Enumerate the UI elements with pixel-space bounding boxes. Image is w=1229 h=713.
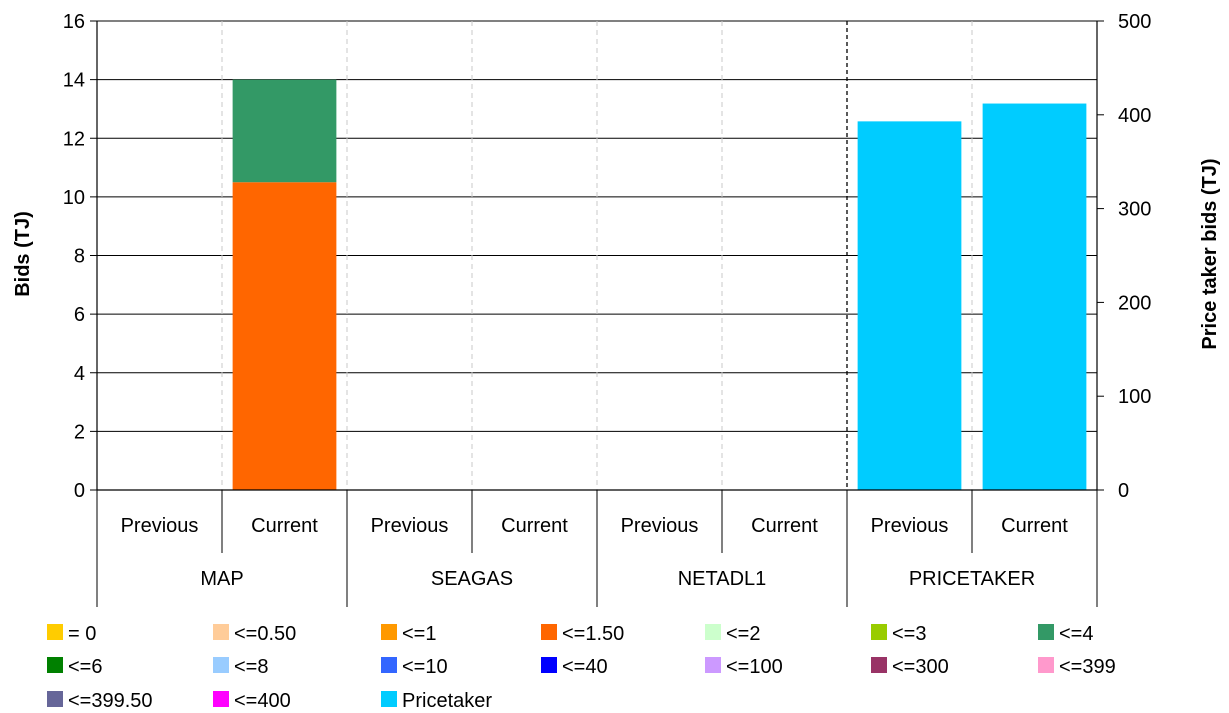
left-axis-ticks: 0 2 4 6 8 10 12 14 16 [63, 11, 97, 502]
group-label: SEAGAS [431, 568, 513, 590]
legend-swatch [1038, 657, 1054, 673]
legend-label: <=2 [726, 623, 760, 645]
category-label: Current [501, 515, 568, 537]
bar-segment [857, 121, 962, 490]
legend-swatch [871, 657, 887, 673]
legend-swatch [541, 624, 557, 640]
legend-label: = 0 [68, 623, 96, 645]
legend-label: <=1.50 [562, 623, 624, 645]
group-label: PRICETAKER [909, 568, 1035, 590]
right-tick-label: 200 [1118, 292, 1151, 314]
left-tick-label: 6 [74, 304, 85, 326]
legend-swatch [381, 657, 397, 673]
right-tick-label: 100 [1118, 386, 1151, 408]
legend-label: <=10 [402, 656, 448, 678]
legend-label: <=4 [1059, 623, 1093, 645]
legend-swatch [871, 624, 887, 640]
category-label: Current [251, 515, 318, 537]
left-tick-label: 2 [74, 421, 85, 443]
legend-swatch [47, 657, 63, 673]
right-tick-label: 400 [1118, 105, 1151, 127]
group-label: NETADL1 [678, 568, 767, 590]
legend-swatch [381, 691, 397, 707]
left-tick-label: 8 [74, 246, 85, 268]
bar-segment [982, 103, 1087, 490]
legend-label: <=399 [1059, 656, 1116, 678]
legend-label: <=0.50 [234, 623, 296, 645]
legend-label: <=3 [892, 623, 926, 645]
legend-swatch [541, 657, 557, 673]
category-label: Previous [621, 515, 699, 537]
right-tick-label: 300 [1118, 199, 1151, 221]
legend-label: <=8 [234, 656, 268, 678]
category-label: Previous [371, 515, 449, 537]
group-label: MAP [200, 568, 243, 590]
legend-label: <=399.50 [68, 690, 153, 712]
left-tick-label: 4 [74, 363, 85, 385]
left-axis-title: Bids (TJ) [12, 211, 34, 297]
legend-swatch [213, 691, 229, 707]
category-label: Previous [121, 515, 199, 537]
legend-swatch [47, 691, 63, 707]
legend-swatch [705, 624, 721, 640]
legend-label: <=300 [892, 656, 949, 678]
legend: = 0 <=0.50 <=1 <=1.50 <=2 <=3 <=4 <=6 <=8 <=10 <=4… [47, 623, 1116, 712]
left-tick-label: 0 [74, 480, 85, 502]
bars [232, 79, 1087, 490]
legend-swatch [381, 624, 397, 640]
legend-label: <=1 [402, 623, 436, 645]
legend-swatch [213, 624, 229, 640]
left-tick-label: 14 [63, 70, 85, 92]
legend-swatch [1038, 624, 1054, 640]
legend-label: <=400 [234, 690, 291, 712]
category-label: Previous [871, 515, 949, 537]
left-tick-label: 16 [63, 11, 85, 33]
legend-label: <=6 [68, 656, 102, 678]
bar-segment [232, 79, 337, 183]
x-axis-categories: Previous Current Previous Current Previous Cu… [96, 490, 1098, 607]
category-label: Current [751, 515, 818, 537]
bar-segment [232, 182, 337, 490]
legend-swatch [213, 657, 229, 673]
legend-swatch [47, 624, 63, 640]
category-label: Current [1001, 515, 1068, 537]
right-tick-label: 500 [1118, 11, 1151, 33]
legend-label: <=100 [726, 656, 783, 678]
legend-swatch [705, 657, 721, 673]
left-tick-label: 10 [63, 187, 85, 209]
left-tick-label: 12 [63, 128, 85, 150]
legend-label: Pricetaker [402, 690, 492, 712]
right-tick-label: 0 [1118, 480, 1129, 502]
right-axis-title: Price taker bids (TJ) [1199, 158, 1221, 349]
right-axis-ticks: 0 100 200 300 400 500 [1097, 11, 1151, 502]
legend-label: <=40 [562, 656, 608, 678]
